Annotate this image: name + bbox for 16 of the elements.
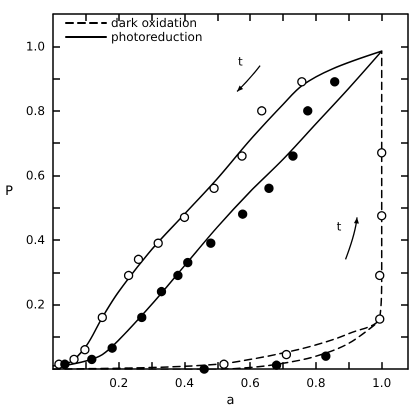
- annotation: t: [238, 54, 243, 69]
- y-tick-label: 0.4: [26, 232, 45, 247]
- y-tick-label: 0.8: [26, 104, 45, 118]
- x-tick-label: 0.6: [240, 376, 260, 390]
- legend-label: photoreduction: [111, 30, 202, 44]
- y-tick-label: 0.2: [26, 298, 45, 312]
- y-axis-title: P: [5, 184, 14, 200]
- y-tick-label: 1.0: [26, 39, 45, 54]
- x-axis-title: a: [226, 393, 234, 408]
- x-tick-label: 0.4: [174, 376, 194, 390]
- x-tick-label: 1.0: [372, 376, 392, 390]
- legend-label: dark oxidation: [111, 16, 198, 30]
- y-tick-label: 0.6: [26, 168, 45, 182]
- annotation: t: [336, 219, 342, 234]
- x-tick-label: 0.8: [306, 376, 326, 390]
- x-tick-label: 0.2: [109, 376, 128, 390]
